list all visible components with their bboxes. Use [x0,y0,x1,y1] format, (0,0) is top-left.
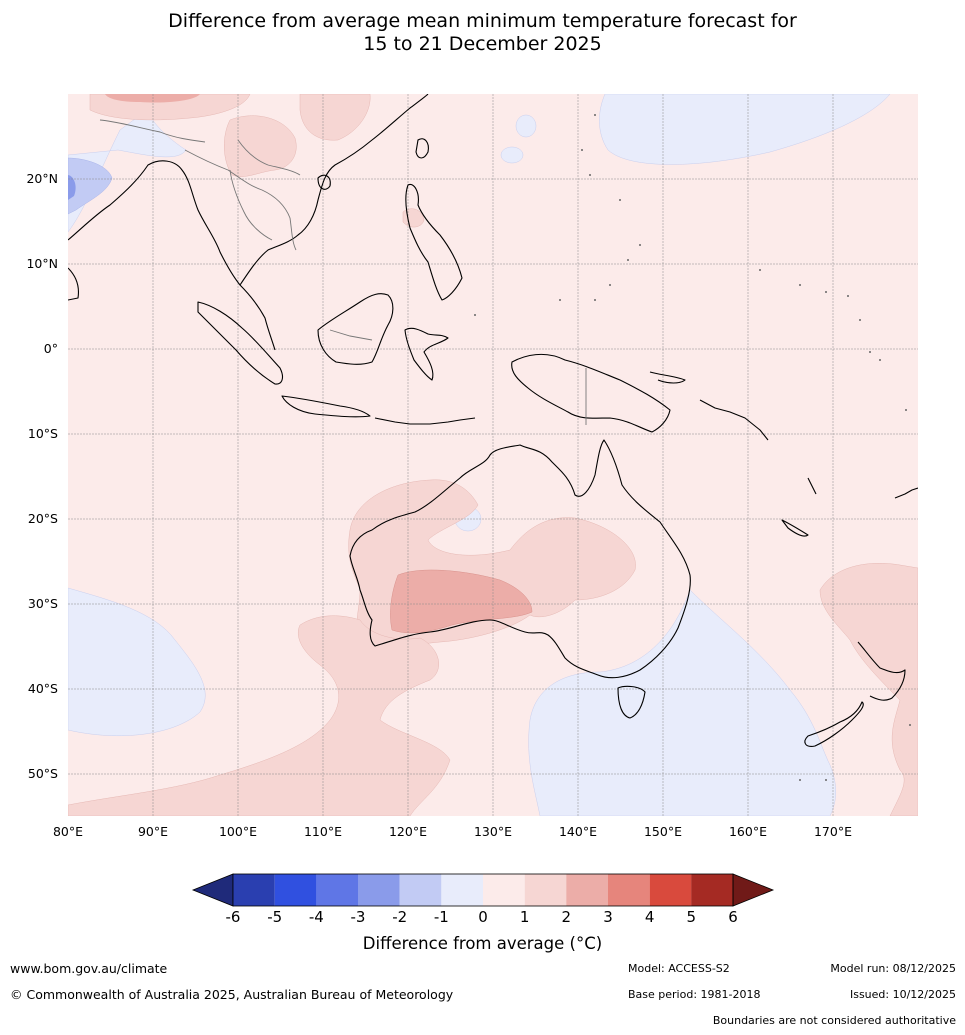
latitude-labels: 20°N 10°N 0° 10°S 20°S 30°S 40°S 50°S [26,171,58,781]
colorbar-segment [691,874,733,906]
base-period: Base period: 1981-2018 [628,988,761,1001]
colorbar-segment [233,874,275,906]
colorbar-tick: 5 [687,908,697,926]
colorbar-tick: 0 [478,908,488,926]
colorbar-tick: -5 [267,908,282,926]
coast-sulawesi [404,327,449,381]
colorbar-tick: 4 [645,908,655,926]
coast-sumatra [197,301,284,385]
colorbar-segment [358,874,400,906]
colorbar-tick: -1 [434,908,449,926]
website-link[interactable]: www.bom.gov.au/climate [10,961,168,976]
colorbar-tick-labels: -6 -5 -4 -3 -2 -1 0 1 2 3 4 5 6 [226,908,738,926]
coast-vanuatu-fiji [807,477,918,499]
lat-label: 10°N [26,256,58,271]
lon-label: 130°E [474,824,512,839]
title-line-2: 15 to 21 December 2025 [363,33,602,55]
coast-philippines [405,183,463,301]
colorbar-segment [441,874,483,906]
anomaly-hot-region-southern-australia [390,569,533,634]
coast-hainan [317,174,331,190]
anomaly-cold-patch-bay-inner [68,175,76,200]
coast-borneo [317,293,394,365]
lon-label: 100°E [219,824,257,839]
coast-java [281,395,371,418]
colorbar-segment [566,874,608,906]
coast-australia [349,439,691,679]
colorbar-outline [232,873,734,907]
anomaly-warm-region-china [299,94,371,141]
coast-tasmania [617,685,646,719]
lat-label: 30°S [28,596,58,611]
colorbar-segment [316,874,358,906]
lat-label: 20°N [26,171,58,186]
coast-new-zealand-north [857,641,906,701]
anomaly-warm-region-tasman [819,563,918,816]
colorbar-tick: -6 [226,908,241,926]
lon-label: 170°E [814,824,852,839]
lon-label: 80°E [53,824,83,839]
country-borders [99,119,587,425]
anomaly-hot-patch-north [105,94,200,103]
copyright-text: © Commonwealth of Australia 2025, Austra… [10,987,454,1002]
colorbar-tick: 1 [520,908,530,926]
colorbar-segment [524,874,567,906]
colorbar-segment [483,874,525,906]
lon-label: 140°E [559,824,597,839]
issued-date: Issued: 10/12/2025 [849,988,956,1001]
coast-taiwan [415,138,429,159]
colorbar-segment [274,874,317,906]
title-line-1: Difference from average mean minimum tem… [168,10,797,32]
anomaly-warm-region-southern-ocean [68,615,451,816]
colorbar-segment [608,874,650,906]
chart-title: Difference from average mean minimum tem… [0,10,965,56]
graticule [68,94,918,816]
colorbar: -6 -5 -4 -3 -2 -1 0 1 2 3 4 5 6 [191,873,775,926]
lat-label: 40°S [28,681,58,696]
colorbar-tick: -4 [309,908,324,926]
lon-label: 90°E [138,824,168,839]
model-name: Model: ACCESS-S2 [628,962,730,975]
lat-label: 10°S [28,426,58,441]
anomaly-cold-patch-bay-of-bengal [68,157,113,215]
coast-lesser-sunda [374,417,476,425]
colorbar-segment [399,874,442,906]
anomaly-warm-region-indochina [224,115,297,177]
lon-label: 160°E [729,824,767,839]
colorbar-segment [649,874,692,906]
coast-asia-mainland [68,94,429,351]
longitude-labels: 80°E 90°E 100°E 110°E 120°E 130°E 140°E … [53,824,852,839]
anomaly-cool-patch-ocean-2 [500,146,524,164]
anomaly-cool-region-southeast [528,589,836,816]
colorbar-tick: 6 [728,908,738,926]
lon-label: 110°E [304,824,342,839]
colorbar-tick: 3 [603,908,613,926]
colorbar-tick: -3 [351,908,366,926]
coast-new-zealand-south [804,701,864,747]
lon-label: 150°E [644,824,682,839]
boundaries-disclaimer: Boundaries are not considered authoritat… [712,1014,956,1027]
coast-bismarck [649,371,686,384]
model-run-date: Model run: 08/12/2025 [830,962,956,975]
anomaly-cool-region-northeast [599,94,891,165]
map-panel [68,94,918,816]
anomaly-cool-patch-ocean [515,114,537,138]
colorbar-tick: -2 [392,908,407,926]
colorbar-arrow-min [191,873,234,907]
coastlines [68,94,918,747]
lat-label: 50°S [28,766,58,781]
lat-label: 20°S [28,511,58,526]
coast-solomon [699,399,769,441]
anomaly-cool-region-southwest [68,587,206,737]
lat-label: 0° [44,341,58,356]
colorbar-title: Difference from average (°C) [362,934,603,953]
lon-label: 120°E [389,824,427,839]
small-islands [474,114,911,781]
colorbar-arrow-max [732,873,775,907]
coast-new-caledonia [781,519,809,537]
coast-new-guinea [511,353,671,433]
colorbar-tick: 2 [562,908,572,926]
